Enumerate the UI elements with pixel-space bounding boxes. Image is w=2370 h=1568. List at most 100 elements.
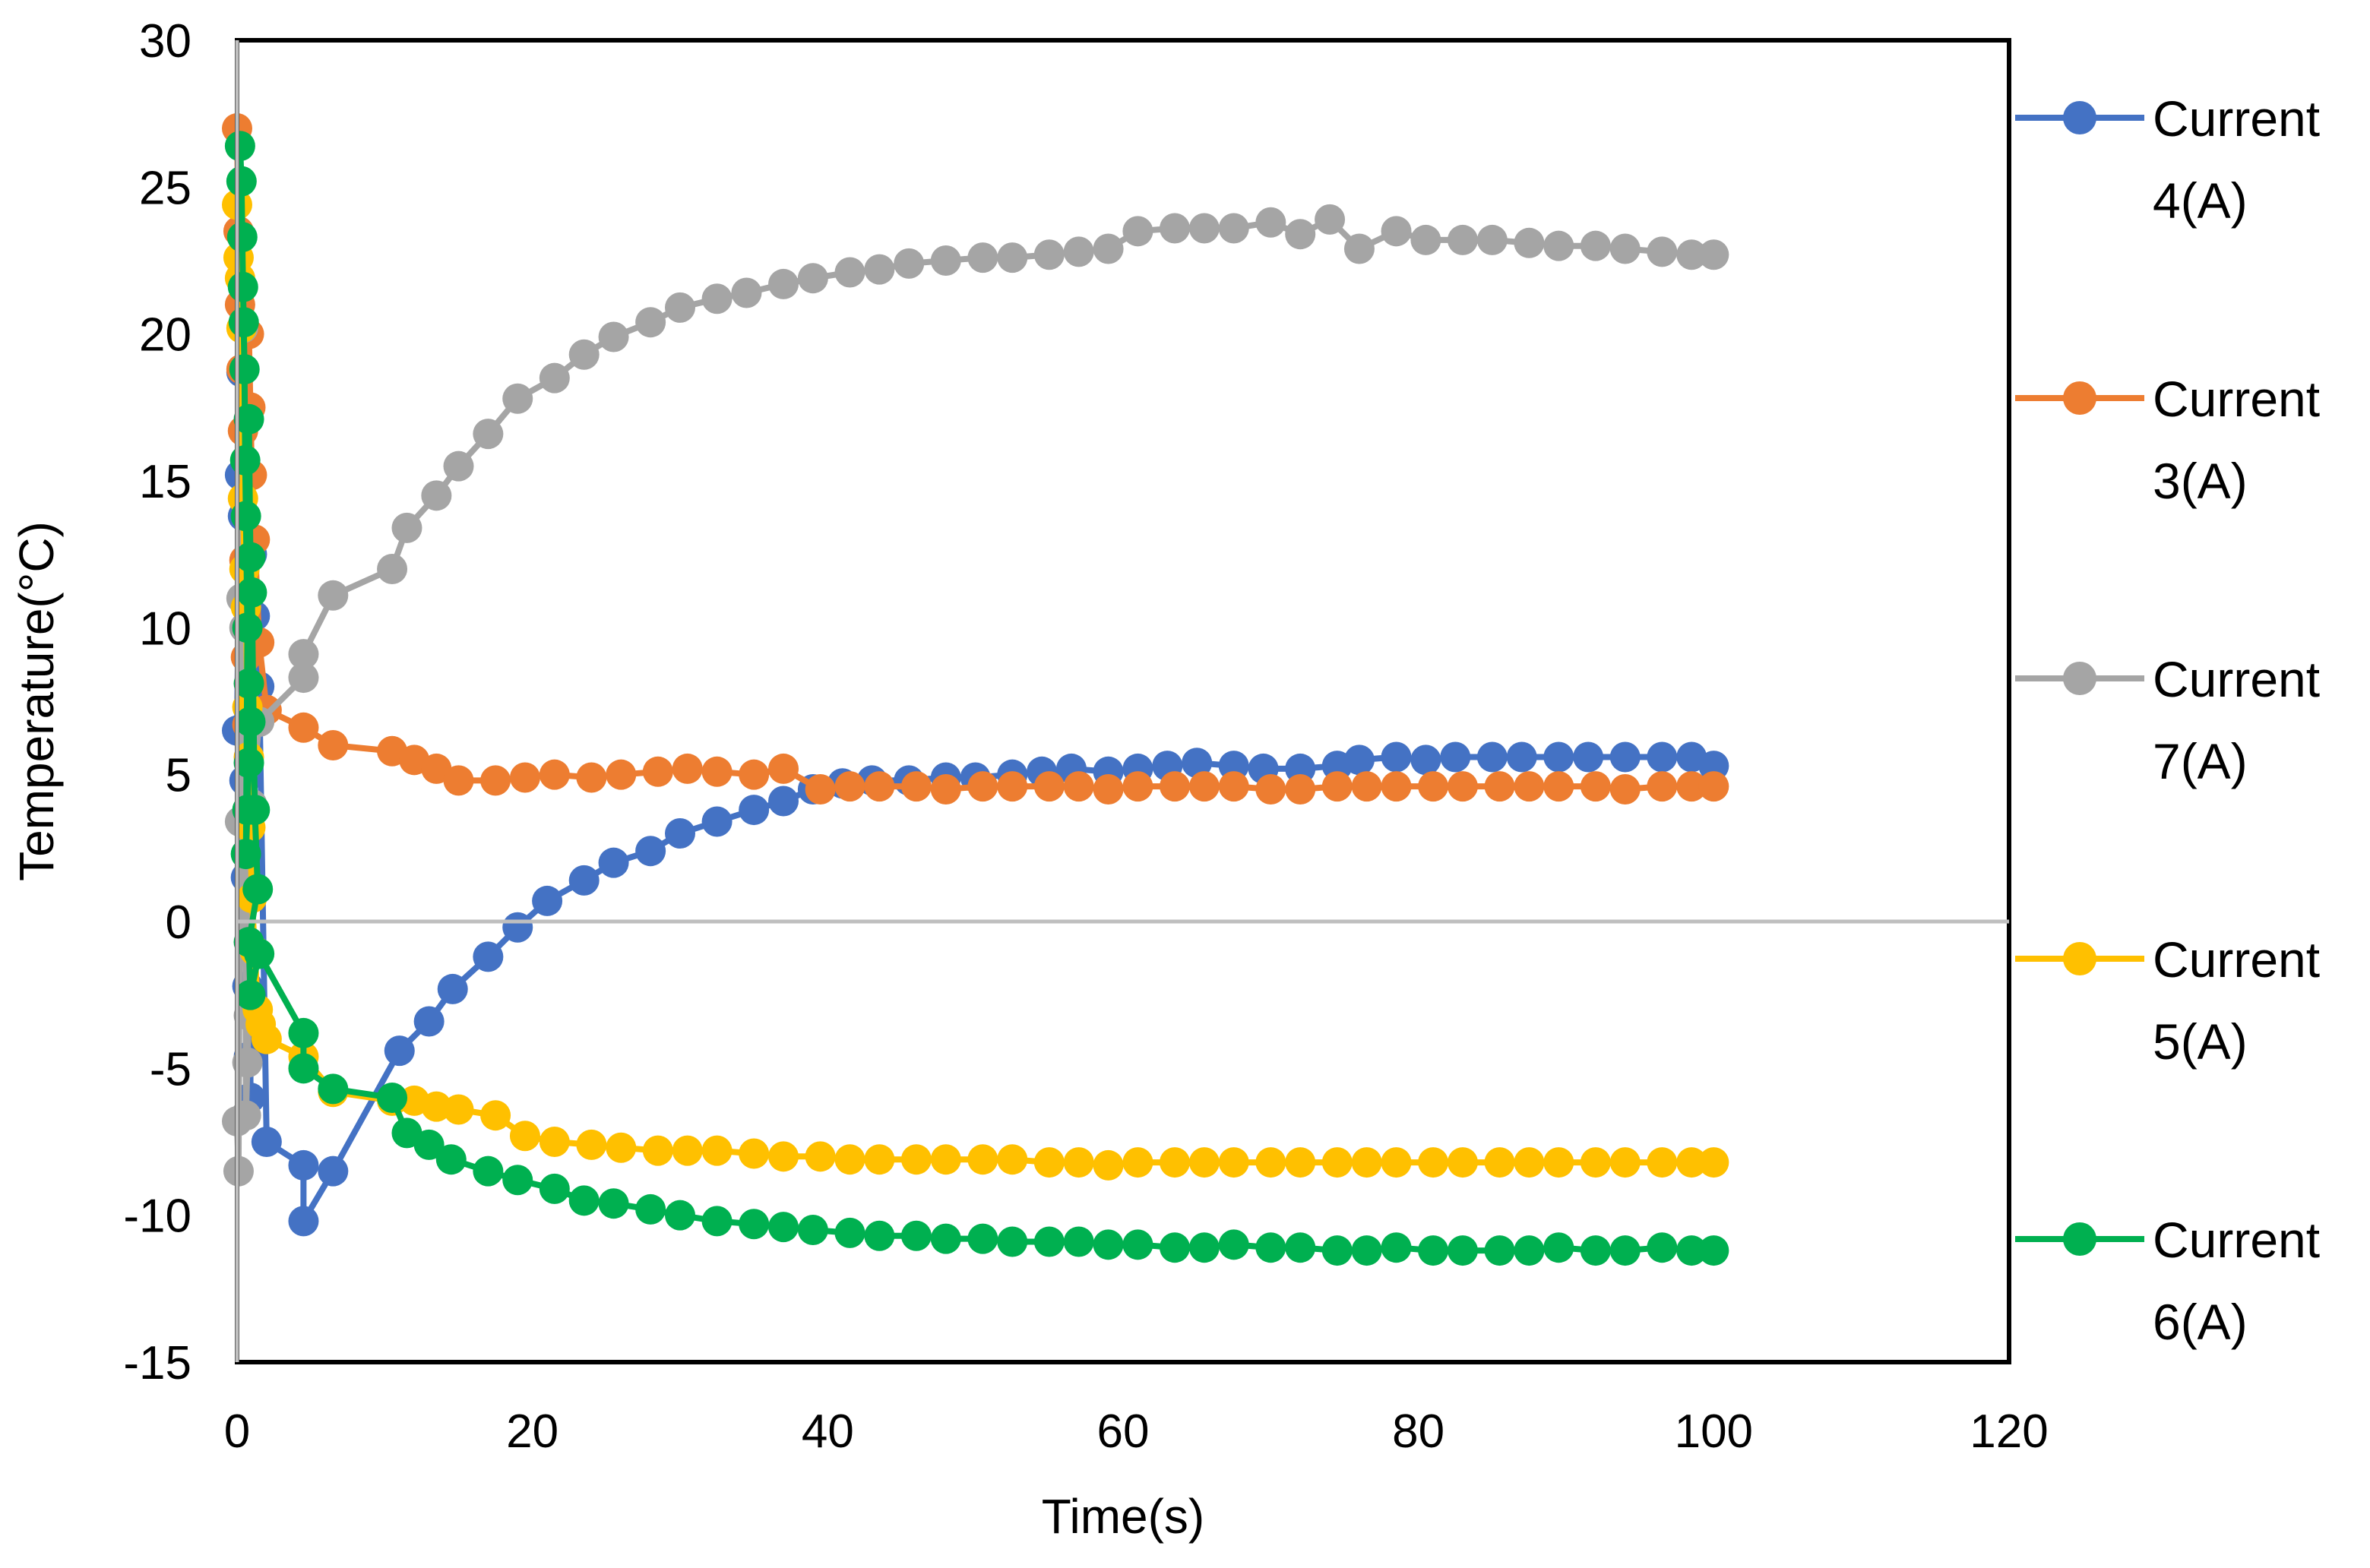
data-point (997, 242, 1028, 273)
legend-entry: Current 4(A) (2015, 90, 2320, 229)
data-point (930, 1223, 961, 1254)
data-point (288, 712, 319, 743)
data-point (1218, 1147, 1249, 1178)
data-point (739, 1209, 770, 1240)
data-point (672, 753, 703, 784)
data-point (701, 756, 733, 787)
data-point (1484, 1235, 1515, 1266)
data-point (288, 1053, 319, 1084)
data-point (251, 1023, 282, 1054)
data-point (539, 1173, 570, 1204)
data-point (229, 444, 261, 476)
data-point (318, 1073, 349, 1105)
data-point (1063, 1147, 1094, 1178)
data-point (384, 1035, 415, 1067)
data-point (1255, 207, 1286, 238)
data-point (1188, 771, 1220, 802)
data-point (1543, 1147, 1574, 1178)
axes: -15 -10 -5 0 5 10 15 20 25 30 0 20 40 60 80 100 120 (123, 15, 2048, 1458)
data-point (834, 771, 865, 802)
data-point (930, 245, 961, 276)
data-point (229, 354, 260, 385)
legend-label: Current (2153, 371, 2320, 427)
data-point (598, 847, 629, 878)
plot-area (222, 113, 1729, 1266)
data-point (1381, 741, 1412, 773)
data-point (1033, 771, 1065, 802)
data-point (1580, 1147, 1611, 1178)
legend-label: Current (2153, 1212, 2320, 1268)
data-point (288, 662, 319, 694)
data-point (391, 512, 422, 543)
data-point (568, 339, 600, 370)
data-point (226, 166, 257, 197)
data-point (1698, 1235, 1729, 1266)
x-tick-label: 40 (802, 1405, 854, 1458)
data-point (805, 1141, 836, 1172)
data-point (288, 1206, 319, 1237)
data-point (1484, 771, 1515, 802)
data-point (1647, 236, 1678, 267)
legend-entry: Current 3(A) (2015, 371, 2320, 509)
data-point (1447, 1235, 1478, 1266)
data-point (1418, 771, 1449, 802)
data-point (1647, 1147, 1678, 1178)
data-point (318, 730, 349, 760)
data-point (834, 1217, 865, 1248)
data-point (1698, 771, 1729, 802)
data-point (224, 131, 255, 162)
data-point (235, 979, 266, 1010)
data-point (1063, 1226, 1094, 1257)
data-point (443, 1094, 474, 1125)
x-tick-label: 60 (1097, 1405, 1150, 1458)
legend-label: Current (2153, 90, 2320, 147)
data-point (421, 1091, 452, 1122)
data-point (1160, 1147, 1191, 1178)
data-point (864, 771, 895, 802)
y-tick-label: -10 (123, 1190, 191, 1243)
data-point (288, 1149, 319, 1181)
data-point (1188, 213, 1220, 244)
data-point (1647, 771, 1678, 802)
data-point (539, 362, 570, 394)
data-point (1093, 1229, 1124, 1260)
data-point (413, 1129, 445, 1160)
data-point (665, 1200, 695, 1231)
data-point (1676, 1235, 1707, 1266)
data-point (242, 874, 274, 905)
x-tick-label: 120 (1970, 1405, 2048, 1458)
data-point (997, 1226, 1028, 1257)
data-point (1573, 741, 1604, 773)
data-point (1580, 771, 1611, 802)
data-point (739, 795, 770, 826)
data-point (642, 756, 673, 787)
data-point (900, 1144, 932, 1175)
data-point (532, 885, 563, 916)
data-point (1381, 216, 1412, 247)
legend-entry: Current 5(A) (2015, 931, 2320, 1070)
data-point (443, 450, 474, 482)
data-point (1285, 774, 1316, 805)
y-tick-label: -15 (123, 1337, 191, 1389)
data-point (864, 1220, 895, 1251)
data-point (1543, 230, 1574, 261)
data-point (1647, 741, 1678, 773)
data-point (1676, 1147, 1707, 1178)
legend-marker (2063, 1222, 2096, 1256)
data-point (768, 1212, 799, 1243)
data-point (701, 283, 733, 315)
data-point (1315, 204, 1346, 235)
y-tick-label: -5 (150, 1043, 191, 1095)
data-point (1218, 1229, 1249, 1260)
data-point (509, 762, 540, 793)
data-point (1093, 1149, 1124, 1181)
data-point (1033, 1226, 1065, 1257)
data-point (606, 1132, 637, 1163)
data-point (509, 1121, 540, 1152)
legend-label: 5(A) (2153, 1013, 2248, 1070)
legend-marker (2063, 942, 2096, 975)
data-point (1218, 213, 1249, 244)
data-point (635, 307, 666, 338)
legend-marker (2063, 381, 2096, 415)
